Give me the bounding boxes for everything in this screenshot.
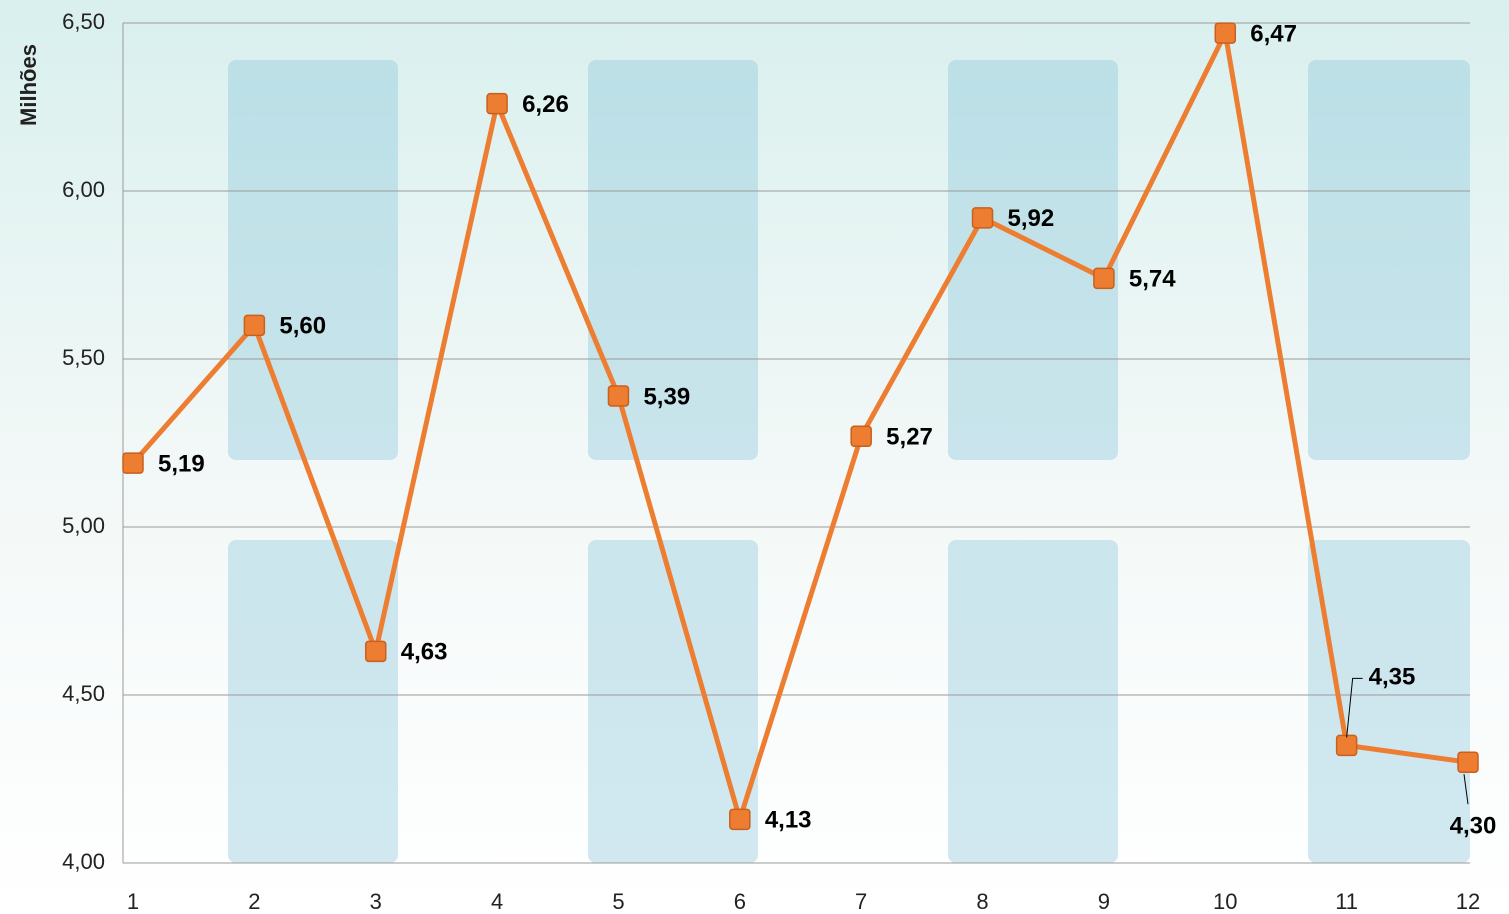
x-tick-label: 1 xyxy=(127,889,139,914)
data-label: 5,74 xyxy=(1129,266,1176,293)
y-tick-label: 4,00 xyxy=(62,849,105,874)
point-marker xyxy=(1458,752,1478,772)
y-tick-label: 5,50 xyxy=(62,345,105,370)
y-tick-label: 6,50 xyxy=(62,9,105,34)
y-axis-label: Milhões xyxy=(16,44,41,126)
data-label: 4,35 xyxy=(1369,664,1416,691)
point-marker xyxy=(608,386,628,406)
x-tick-label: 12 xyxy=(1456,889,1480,914)
data-label: 5,60 xyxy=(279,313,326,340)
point-marker xyxy=(487,94,507,114)
data-label: 5,92 xyxy=(1008,205,1055,232)
x-tick-label: 7 xyxy=(855,889,867,914)
point-marker xyxy=(1215,23,1235,43)
data-label: 4,30 xyxy=(1450,813,1497,840)
y-tick-label: 5,00 xyxy=(62,513,105,538)
data-label: 4,13 xyxy=(765,807,812,834)
x-tick-label: 9 xyxy=(1098,889,1110,914)
x-tick-label: 3 xyxy=(370,889,382,914)
chart: Milhões 4,004,505,005,506,006,5012345678… xyxy=(0,0,1509,914)
point-marker xyxy=(851,426,871,446)
point-marker xyxy=(730,809,750,829)
y-tick-label: 4,50 xyxy=(62,681,105,706)
data-label: 6,47 xyxy=(1250,20,1297,47)
x-tick-label: 5 xyxy=(612,889,624,914)
x-tick-label: 8 xyxy=(976,889,988,914)
x-tick-label: 10 xyxy=(1213,889,1237,914)
data-label: 5,39 xyxy=(643,383,690,410)
data-label: 6,26 xyxy=(522,91,569,118)
x-tick-label: 11 xyxy=(1335,889,1358,914)
data-label: 4,63 xyxy=(401,639,448,666)
x-tick-label: 2 xyxy=(248,889,260,914)
data-label: 5,27 xyxy=(886,424,933,451)
y-tick-label: 6,00 xyxy=(62,177,105,202)
point-marker xyxy=(1094,268,1114,288)
x-tick-label: 6 xyxy=(734,889,746,914)
point-marker xyxy=(366,641,386,661)
x-tick-label: 4 xyxy=(491,889,503,914)
page: Milhões 4,004,505,005,506,006,5012345678… xyxy=(0,0,1509,914)
point-marker xyxy=(244,315,264,335)
point-marker xyxy=(1337,735,1357,755)
point-marker xyxy=(123,453,143,473)
data-label: 5,19 xyxy=(158,451,205,478)
point-marker xyxy=(973,208,993,228)
